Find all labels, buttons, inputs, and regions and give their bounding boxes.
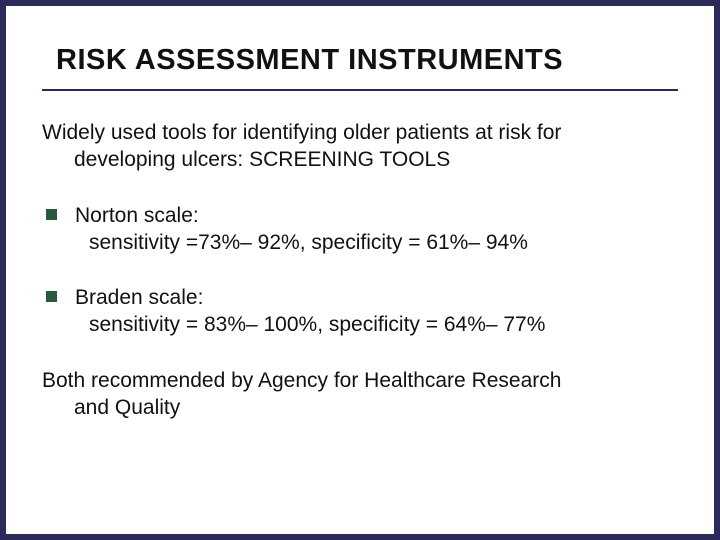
intro-line1: Widely used tools for identifying older … xyxy=(42,121,561,144)
bullet-content: Braden scale: sensitivity = 83%– 100%, s… xyxy=(75,284,545,339)
list-item: Norton scale: sensitivity =73%– 92%, spe… xyxy=(42,202,678,257)
slide-title: RISK ASSESSMENT INSTRUMENTS xyxy=(42,44,678,77)
slide-frame: RISK ASSESSMENT INSTRUMENTS Widely used … xyxy=(0,0,720,540)
footer-line1: Both recommended by Agency for Healthcar… xyxy=(42,369,561,392)
footer-paragraph: Both recommended by Agency for Healthcar… xyxy=(42,367,678,422)
bullet-list: Norton scale: sensitivity =73%– 92%, spe… xyxy=(42,202,678,339)
intro-line2: developing ulcers: SCREENING TOOLS xyxy=(42,146,678,173)
square-bullet-icon xyxy=(46,291,57,302)
footer-line2: and Quality xyxy=(42,394,678,421)
intro-paragraph: Widely used tools for identifying older … xyxy=(42,119,678,174)
bullet-line2: sensitivity = 83%– 100%, specificity = 6… xyxy=(75,311,545,338)
bullet-line1: Braden scale: xyxy=(75,284,545,311)
square-bullet-icon xyxy=(46,209,57,220)
list-item: Braden scale: sensitivity = 83%– 100%, s… xyxy=(42,284,678,339)
title-rule xyxy=(42,89,678,91)
bullet-line2: sensitivity =73%– 92%, specificity = 61%… xyxy=(75,229,528,256)
bullet-line1: Norton scale: xyxy=(75,202,528,229)
bullet-content: Norton scale: sensitivity =73%– 92%, spe… xyxy=(75,202,528,257)
